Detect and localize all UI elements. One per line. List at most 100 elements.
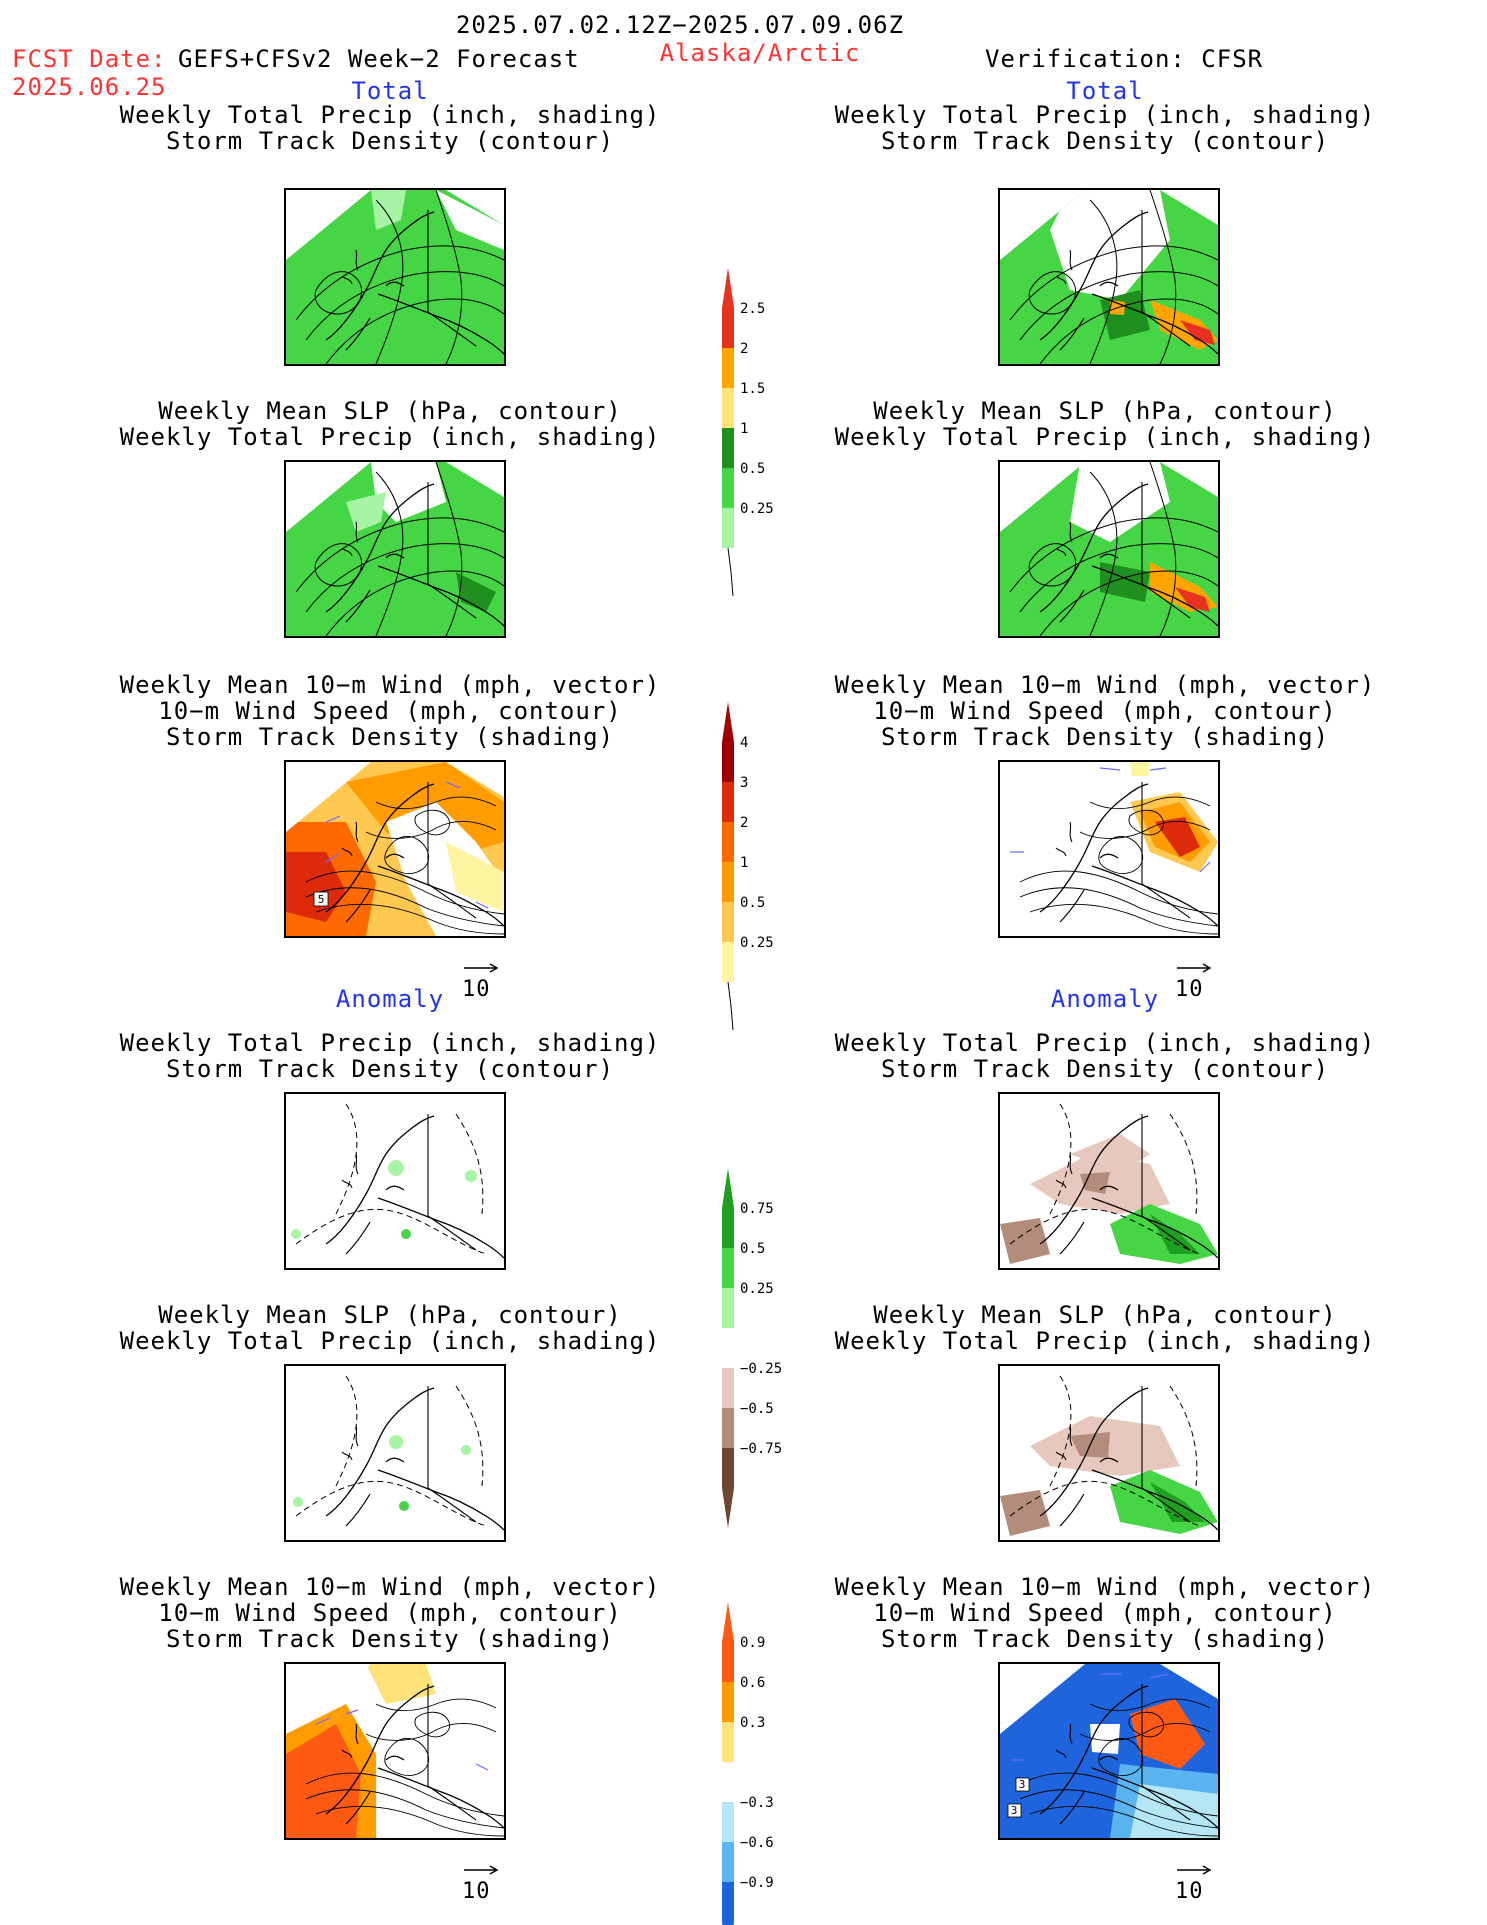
map-ver-total-slp-precip <box>998 460 1220 638</box>
colorbar-segment <box>722 468 734 508</box>
colorbar-tail <box>727 981 734 1031</box>
panel-title-line: Storm Track Density (contour) <box>165 127 615 155</box>
panel-title-line: Weekly Total Precip (inch, shading) <box>119 1029 661 1057</box>
panel-title-line: Weekly Mean 10−m Wind (mph, vector) <box>834 671 1376 699</box>
colorbar-tick-label: 0.25 <box>740 935 774 951</box>
date-range-title: 2025.07.02.12Z−2025.07.09.06Z <box>455 11 905 39</box>
colorbar-triangle <box>722 1168 734 1208</box>
colorbar-tick-label: 0.3 <box>740 1715 765 1731</box>
section-anomaly-verification: Anomaly <box>1050 985 1160 1013</box>
colorbar-tick-label: 0.5 <box>740 461 765 477</box>
colorbar-segment <box>722 1842 734 1882</box>
colorbar-tick-label: 1 <box>740 855 748 871</box>
colorbar-segment <box>722 1882 734 1922</box>
vector-reference-label: 10 <box>1175 977 1204 1002</box>
colorbar-segment <box>722 348 734 388</box>
colorbar-precip-anomaly: 0.75 0.5 0.25 −0.25 −0.5 −0.75 <box>712 1168 802 1528</box>
panel-title-line: Weekly Total Precip (inch, shading) <box>119 101 661 129</box>
map-contour-label: 3 <box>1019 1778 1026 1791</box>
colorbar-segment <box>722 508 734 548</box>
panel-title-line: 10−m Wind Speed (mph, contour) <box>873 697 1337 725</box>
fcst-date-value: 2025.06.25 <box>12 73 167 101</box>
panel-title-line: Storm Track Density (contour) <box>880 127 1330 155</box>
panel-title-line: Weekly Mean SLP (hPa, contour) <box>873 1301 1337 1329</box>
colorbar-segment <box>722 742 734 782</box>
panel-title-line: Weekly Total Precip (inch, shading) <box>834 101 1376 129</box>
colorbar-tick-label: 0.9 <box>740 1635 765 1651</box>
colorbar-segment <box>722 822 734 862</box>
panel-title-line: Weekly Mean 10−m Wind (mph, vector) <box>834 1573 1376 1601</box>
colorbar-tick-label: −0.9 <box>740 1875 774 1891</box>
colorbar-tick-label: 2.5 <box>740 301 765 317</box>
region-label: Alaska/Arctic <box>659 39 861 67</box>
vector-reference-label: 10 <box>462 1879 491 1904</box>
colorbar-tick-label: 3 <box>740 775 748 791</box>
panel-title-line: Weekly Total Precip (inch, shading) <box>834 1029 1376 1057</box>
colorbar-tick-label: 1.5 <box>740 381 765 397</box>
panel-title-line: 10−m Wind Speed (mph, contour) <box>158 1599 622 1627</box>
colorbar-tick-label: 0.5 <box>740 1241 765 1257</box>
colorbar-tick-label: −0.25 <box>740 1361 782 1377</box>
panel-title-line: Storm Track Density (contour) <box>880 1055 1330 1083</box>
colorbar-segment <box>722 308 734 348</box>
colorbar-triangle <box>722 268 734 308</box>
map-contour-label: 3 <box>1011 1804 1018 1817</box>
panel-title-line: 10−m Wind Speed (mph, contour) <box>158 697 622 725</box>
colorbar-segment <box>722 1288 734 1328</box>
map-ver-total-precip-storm <box>998 188 1220 366</box>
colorbar-storm-total: 4 3 2 1 0.5 0.25 <box>712 702 792 1031</box>
map-fcst-anomaly-slp-precip <box>284 1364 506 1542</box>
colorbar-segment <box>722 1408 734 1448</box>
colorbar-tick-label: −0.6 <box>740 1835 774 1851</box>
map-fcst-anomaly-precip-storm <box>284 1092 506 1270</box>
section-total-verification: Total <box>1066 77 1144 105</box>
forecast-model-label: GEFS+CFSv2 Week−2 Forecast <box>178 45 580 73</box>
map-fcst-total-slp-precip <box>284 460 506 638</box>
colorbar-precip-total: 2.5 2 1.5 1 0.5 0.25 <box>712 268 792 597</box>
colorbar-tick-label: −0.3 <box>740 1795 774 1811</box>
fcst-date-label: FCST Date: <box>12 45 167 73</box>
panel-title-line: Weekly Total Precip (inch, shading) <box>119 1327 661 1355</box>
colorbar-segment <box>722 1682 734 1722</box>
map-ver-anomaly-precip-storm <box>998 1092 1220 1270</box>
panel-title-line: Weekly Mean SLP (hPa, contour) <box>158 1301 622 1329</box>
colorbar-segment <box>722 1368 734 1408</box>
colorbar-triangle <box>722 1602 734 1642</box>
map-ver-anomaly-wind: 3 3 <box>998 1662 1220 1840</box>
map-fcst-total-precip-storm <box>284 188 506 366</box>
colorbar-segment <box>722 1802 734 1842</box>
colorbar-segment <box>722 1722 734 1762</box>
colorbar-tick-label: 2 <box>740 341 748 357</box>
panel-title-line: Weekly Mean SLP (hPa, contour) <box>158 397 622 425</box>
panel-title-line: Weekly Mean 10−m Wind (mph, vector) <box>119 671 661 699</box>
map-contour-label: 5 <box>318 893 325 906</box>
colorbar-segment <box>722 1642 734 1682</box>
colorbar-segment <box>722 1248 734 1288</box>
colorbar-triangle <box>722 1922 734 1925</box>
panel-title-line: Storm Track Density (shading) <box>880 1625 1330 1653</box>
colorbar-tick-label: 0.5 <box>740 895 765 911</box>
panel-title-line: 10−m Wind Speed (mph, contour) <box>873 1599 1337 1627</box>
panel-title-line: Weekly Total Precip (inch, shading) <box>834 423 1376 451</box>
colorbar-tick-label: 0.25 <box>740 1281 774 1297</box>
colorbar-tick-label: −0.5 <box>740 1401 774 1417</box>
map-fcst-anomaly-wind <box>284 1662 506 1840</box>
panel-title-line: Weekly Mean 10−m Wind (mph, vector) <box>119 1573 661 1601</box>
colorbar-tick-label: 1 <box>740 421 748 437</box>
colorbar-tick-label: 0.75 <box>740 1201 774 1217</box>
colorbar-segment <box>722 388 734 428</box>
panel-title-line: Weekly Total Precip (inch, shading) <box>834 1327 1376 1355</box>
colorbar-tick-label: 2 <box>740 815 748 831</box>
colorbar-tick-label: −0.75 <box>740 1441 782 1457</box>
section-total-forecast: Total <box>351 77 429 105</box>
panel-title-line: Storm Track Density (shading) <box>165 723 615 751</box>
colorbar-segment <box>722 902 734 942</box>
vector-reference-ver-anomaly: 10 <box>1175 1860 1215 1905</box>
panel-title-line: Storm Track Density (shading) <box>165 1625 615 1653</box>
vector-reference-label: 10 <box>462 977 491 1002</box>
colorbar-segment <box>722 1448 734 1488</box>
panel-title-line: Storm Track Density (shading) <box>880 723 1330 751</box>
colorbar-tick-label: 0.6 <box>740 1675 765 1691</box>
colorbar-tick-label: 4 <box>740 735 748 751</box>
colorbar-tail <box>727 547 734 597</box>
